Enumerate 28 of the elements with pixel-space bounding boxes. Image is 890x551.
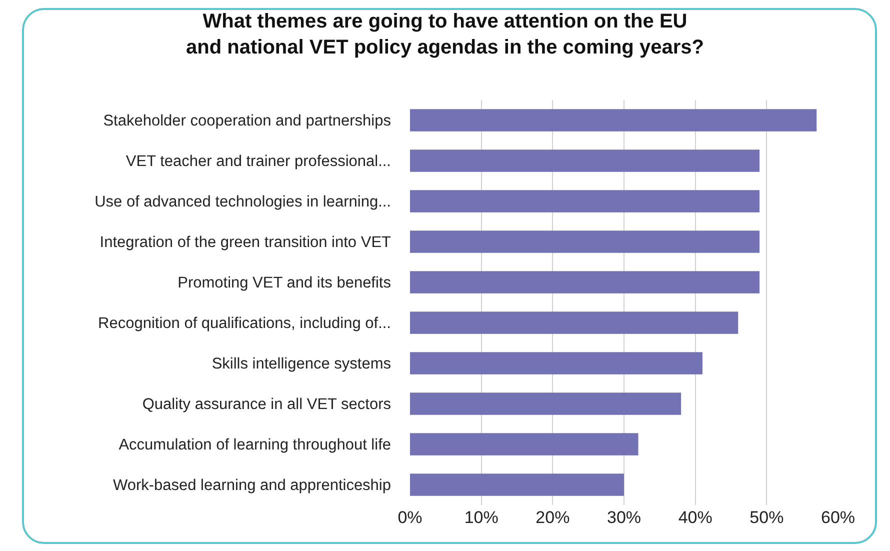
bar bbox=[410, 474, 624, 496]
x-tick-label: 40% bbox=[678, 508, 712, 527]
bar bbox=[410, 190, 760, 212]
x-tick-label: 10% bbox=[464, 508, 498, 527]
chart-title: What themes are going to have attention on the EU and national VET policy agendas in the coming years? bbox=[186, 10, 704, 59]
y-tick-label: Stakeholder cooperation and partnerships bbox=[103, 112, 392, 130]
y-tick-label: Promoting VET and its benefits bbox=[178, 274, 392, 292]
x-tick-label: 50% bbox=[750, 508, 784, 527]
x-tick-label: 60% bbox=[820, 508, 856, 527]
bar bbox=[410, 392, 682, 415]
y-tick-label: Use of advanced technologies in learning... bbox=[94, 194, 391, 211]
x-tick-label: 0% bbox=[398, 508, 422, 527]
x-tick-label: 20% bbox=[536, 508, 570, 527]
y-tick-label: Skills intelligence systems bbox=[212, 356, 392, 373]
bar bbox=[410, 150, 760, 172]
y-tick-label: Recognition of qualifications, including of... bbox=[98, 315, 391, 332]
y-tick-label: VET teacher and trainer professional... bbox=[126, 153, 391, 170]
x-tick-label: 30% bbox=[606, 508, 642, 527]
bar bbox=[410, 271, 760, 294]
bar bbox=[410, 433, 638, 456]
y-tick-label: Accumulation of learning throughout life bbox=[118, 436, 391, 454]
y-tick-label: Work-based learning and apprenticeship bbox=[112, 477, 391, 494]
bar bbox=[410, 312, 738, 334]
bar bbox=[410, 230, 760, 253]
bar bbox=[410, 109, 817, 132]
y-tick-label: Quality assurance in all VET sectors bbox=[142, 396, 392, 414]
y-tick-label: Integration of the green transition into VET bbox=[100, 234, 392, 252]
bar bbox=[410, 352, 702, 374]
